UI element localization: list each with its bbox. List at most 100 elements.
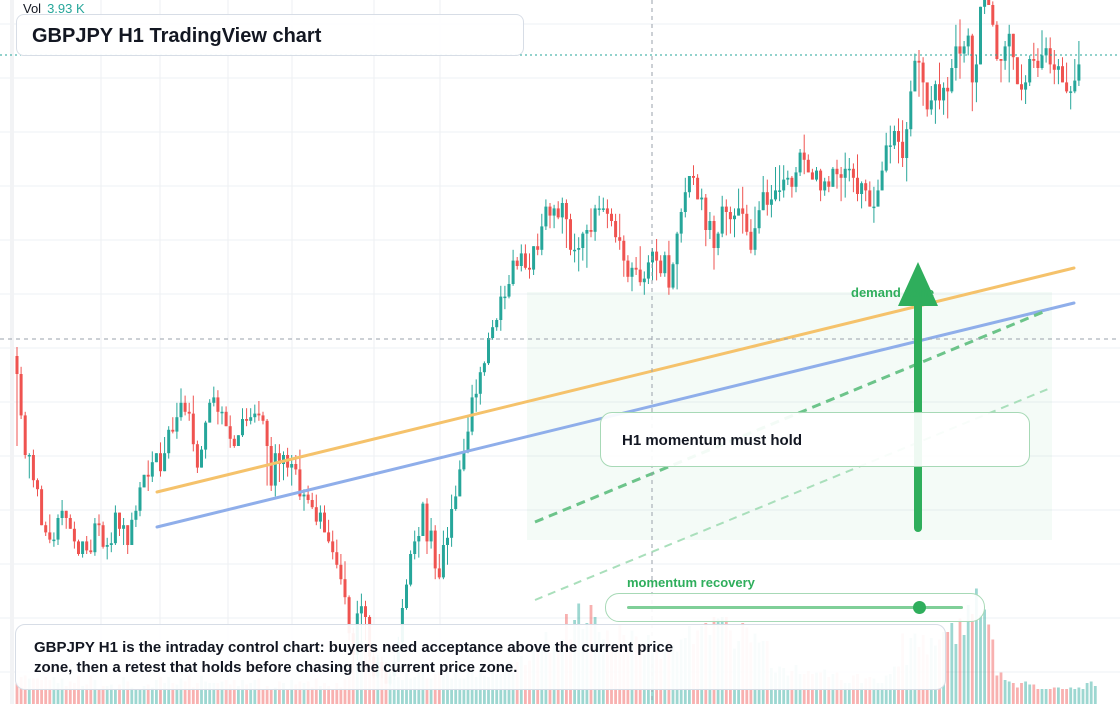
- candle-body: [618, 237, 622, 241]
- candles: [15, 0, 1081, 686]
- candle-body: [798, 152, 802, 173]
- volume-bar: [396, 677, 400, 704]
- candle-body: [962, 46, 966, 54]
- candle-body: [1036, 60, 1040, 68]
- candle-body: [778, 190, 782, 192]
- candle-body: [466, 431, 470, 452]
- candle-body: [482, 363, 486, 373]
- volume-bar: [1016, 687, 1019, 704]
- volume-bar: [56, 683, 60, 704]
- volume-bar: [958, 618, 962, 704]
- candle-body: [577, 248, 581, 250]
- candle-body: [548, 206, 552, 216]
- candle-body: [835, 168, 839, 175]
- candle-body: [794, 172, 798, 187]
- candle-body: [515, 260, 519, 266]
- candle-body: [491, 327, 495, 338]
- candle-body: [236, 435, 240, 446]
- candle-body: [507, 284, 511, 297]
- volume-bar: [987, 624, 991, 704]
- candle-body: [724, 206, 728, 212]
- candle-body: [310, 500, 314, 508]
- volume-bar: [1093, 686, 1097, 704]
- candle-body: [474, 393, 478, 398]
- volume-bar: [991, 639, 995, 704]
- candle-body: [901, 141, 905, 158]
- volume-bar: [97, 689, 101, 704]
- candle-body: [93, 523, 97, 553]
- volume-bar: [966, 605, 970, 704]
- candle-body: [1069, 91, 1073, 93]
- volume-bar: [155, 680, 158, 704]
- candle-body: [495, 320, 499, 328]
- candle-body: [769, 199, 773, 205]
- volume-bar: [880, 683, 884, 704]
- candle-body: [183, 402, 187, 412]
- volume-bar: [1081, 689, 1085, 704]
- volume-bar: [216, 683, 220, 704]
- candle-body: [503, 296, 507, 299]
- candle-body: [216, 397, 220, 412]
- candle-body: [667, 255, 671, 288]
- volume-bar: [1085, 683, 1089, 704]
- volume-bar: [413, 677, 417, 704]
- volume-bar: [282, 683, 285, 704]
- volume-bar: [1061, 689, 1064, 704]
- momentum-gauge: [605, 593, 985, 622]
- candle-body: [556, 208, 560, 218]
- volume-label: Vol: [23, 1, 42, 16]
- volume-bar: [179, 678, 183, 704]
- volume-bar: [1077, 687, 1081, 704]
- candle-body: [622, 240, 626, 261]
- candle-body: [421, 503, 425, 536]
- candle-body: [458, 469, 462, 497]
- candle-body: [704, 197, 708, 230]
- candle-body: [52, 539, 56, 542]
- candle-body: [101, 525, 105, 547]
- candle-body: [109, 543, 113, 545]
- volume-bar: [962, 635, 966, 704]
- volume-bar: [109, 684, 113, 704]
- candle-body: [1044, 48, 1048, 56]
- candle-body: [159, 453, 162, 472]
- candle-body: [454, 496, 458, 509]
- candle-body: [581, 233, 585, 248]
- candle-body: [179, 402, 183, 418]
- volume-bar: [134, 689, 138, 704]
- candle-body: [909, 91, 913, 130]
- volume-bar: [872, 678, 876, 704]
- volume-bar: [1069, 687, 1073, 704]
- momentum-label: momentum recovery: [627, 575, 755, 590]
- volume-bar: [1057, 687, 1060, 704]
- candle-body: [605, 208, 609, 214]
- caption-card: GBPJPY H1 is the intraday control chart:…: [15, 624, 946, 690]
- volume-bar: [954, 644, 958, 704]
- candle-body: [450, 509, 454, 538]
- volume-bar: [306, 681, 310, 704]
- candle-body: [23, 415, 27, 455]
- candle-body: [839, 174, 843, 178]
- volume-bar: [298, 681, 302, 704]
- volume-bar: [269, 689, 273, 704]
- candle-body: [113, 512, 117, 544]
- caption-text: GBPJPY H1 is the intraday control chart:…: [34, 639, 674, 676]
- candle-body: [630, 267, 634, 277]
- candle-body: [64, 510, 68, 518]
- candle-body: [204, 422, 208, 450]
- candle-body: [897, 131, 900, 142]
- candle-body: [692, 176, 695, 178]
- volume-bar: [142, 686, 146, 704]
- volume-bar: [343, 678, 347, 704]
- candle-body: [163, 453, 167, 472]
- volume-bar: [975, 588, 978, 704]
- volume-bar: [487, 677, 490, 704]
- candle-body: [987, 0, 991, 5]
- volume-bar: [983, 609, 986, 704]
- candle-body: [925, 82, 929, 110]
- candle-body: [1028, 59, 1032, 83]
- candle-body: [593, 208, 597, 232]
- candle-body: [737, 208, 741, 216]
- candle-body: [687, 176, 691, 193]
- candle-body: [749, 231, 753, 250]
- candle-body: [815, 170, 818, 180]
